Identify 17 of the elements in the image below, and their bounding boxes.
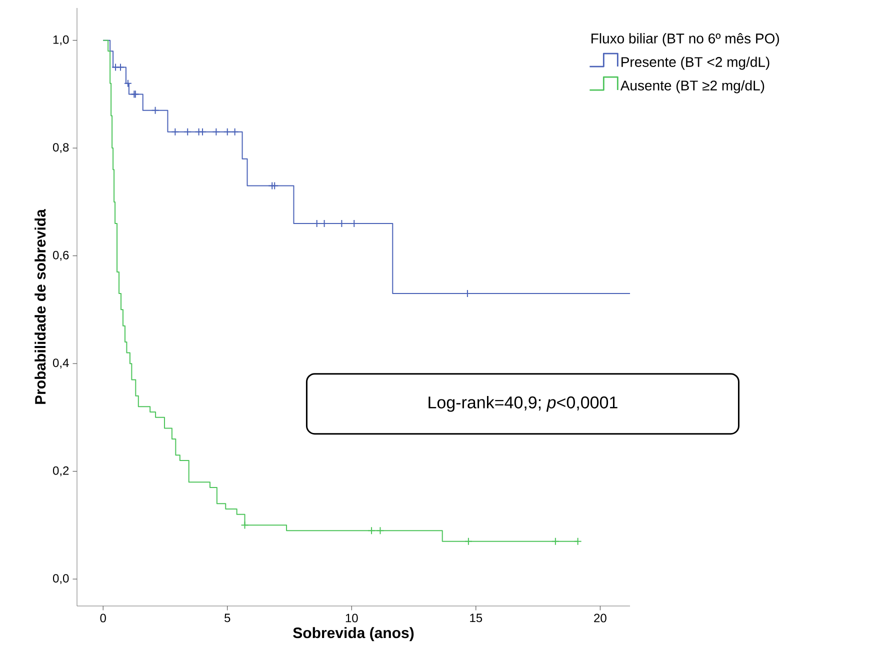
- x-axis-title: Sobrevida (anos): [293, 627, 414, 642]
- x-tick-label: 10: [346, 614, 358, 622]
- y-tick-label: 0,8: [52, 143, 69, 154]
- y-tick-label: 0,6: [52, 250, 69, 261]
- y-tick-label: 0,4: [52, 358, 69, 369]
- y-axis-title: Probabilidade de sobrevida: [34, 208, 46, 404]
- y-tick-label: 0,0: [52, 574, 69, 584]
- legend-label: Presente (BT <2 mg/dL): [622, 56, 770, 70]
- x-tick-label: 5: [224, 614, 230, 622]
- x-tick-label: 20: [594, 614, 606, 622]
- annotation: Log-rank=40,9; p<0,0001: [428, 396, 618, 412]
- x-tick-label: 15: [470, 614, 482, 622]
- y-tick-label: 1,0: [53, 35, 69, 46]
- y-tick-label: 0,2: [52, 466, 69, 476]
- legend-label: Ausente (BT ≥2 mg/dL): [620, 80, 764, 94]
- x-tick-label: 0: [100, 614, 106, 622]
- legend-title: Fluxo biliar (BT no 6º mês PO): [592, 33, 779, 46]
